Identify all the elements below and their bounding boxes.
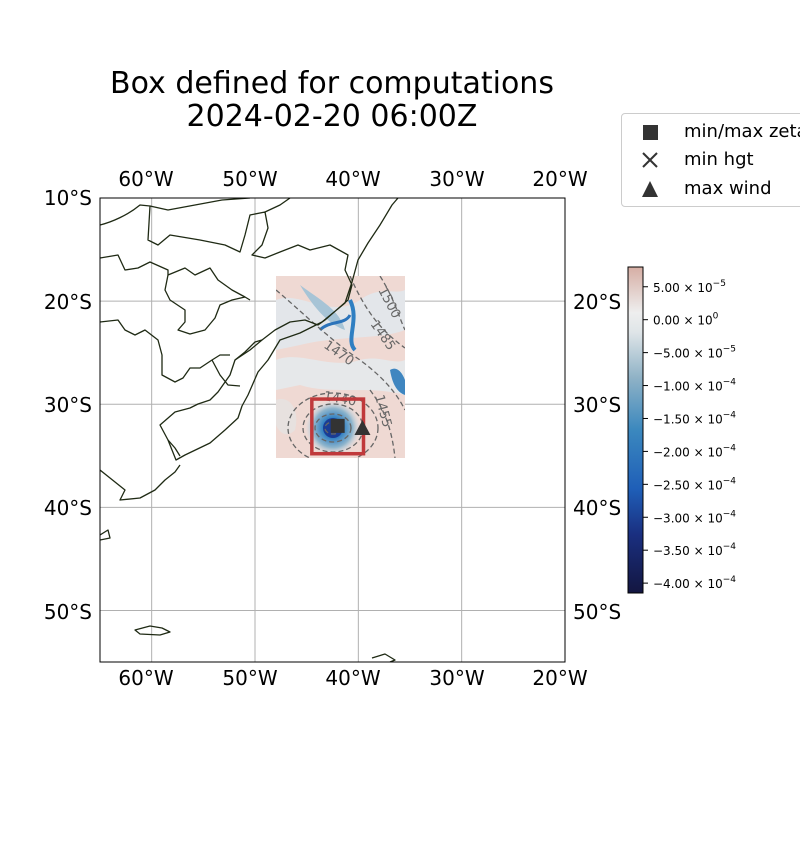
lon-label: 20°W — [532, 167, 587, 191]
lon-labels-bottom: 60°W 50°W 40°W 30°W 20°W — [118, 666, 587, 690]
legend-item-hgt: min hgt — [622, 149, 800, 175]
colorbar — [627, 266, 644, 594]
colorbar-tick-label: −2.50 × 10−4 — [653, 476, 736, 492]
min-max-zeta-marker — [330, 418, 345, 433]
lat-label: 40°S — [573, 496, 621, 520]
colorbar-tick-label: −1.00 × 10−4 — [653, 378, 736, 394]
colorbar-tick-label: −1.50 × 10−4 — [653, 410, 736, 426]
lon-label: 40°W — [325, 666, 380, 690]
vorticity-field — [276, 276, 405, 458]
lon-label: 30°W — [429, 666, 484, 690]
colorbar-tick-label: −5.00 × 10−5 — [653, 345, 736, 361]
x-icon — [640, 150, 660, 170]
colorbar-tick-label: 5.00 × 10−5 — [653, 279, 726, 295]
lat-label: 20°S — [573, 290, 621, 314]
colorbar-tick-label: −3.50 × 10−4 — [653, 542, 736, 558]
colorbar-tick-label: −3.00 × 10−4 — [653, 509, 736, 525]
lat-labels-right: 20°S 30°S 40°S 50°S — [573, 290, 621, 624]
colorbar-tick-label: 0.00 × 100 — [653, 312, 719, 328]
colorbar-tick-label: −2.00 × 10−4 — [653, 443, 736, 459]
map-subtitle-timestamp: 2024-02-20 06:00Z — [186, 99, 478, 134]
legend-item-zeta: min/max zeta — [622, 120, 800, 146]
lat-label: 50°S — [573, 600, 621, 624]
legend-label: min/max zeta — [684, 121, 800, 142]
lon-label: 50°W — [222, 666, 277, 690]
lon-label: 50°W — [222, 167, 277, 191]
lon-label: 60°W — [118, 666, 173, 690]
lon-label: 40°W — [325, 167, 380, 191]
lon-label: 30°W — [429, 167, 484, 191]
square-icon — [640, 123, 660, 143]
legend-label: min hgt — [684, 149, 754, 170]
lat-label: 30°S — [44, 393, 92, 417]
map-frame — [99, 197, 566, 663]
lat-label: 40°S — [44, 496, 92, 520]
lon-label: 60°W — [118, 167, 173, 191]
map-title: Box defined for computations — [110, 66, 554, 101]
legend-item-wind: max wind — [622, 178, 800, 204]
lon-labels-top: 60°W 50°W 40°W 30°W 20°W — [118, 167, 587, 191]
colorbar-ticks: 5.00 × 10−5 0.00 × 100 −5.00 × 10−5 −1.00 ×… — [643, 279, 736, 591]
legend-label: max wind — [684, 178, 772, 199]
legend: min/max zeta min hgt max wind — [621, 113, 800, 207]
lat-labels-left: 10°S 20°S 30°S 40°S 50°S — [44, 186, 92, 624]
colorbar-tick-label: −4.00 × 10−4 — [653, 575, 736, 591]
lat-label: 20°S — [44, 290, 92, 314]
max-wind-marker — [354, 419, 371, 435]
lat-label: 10°S — [44, 186, 92, 210]
triangle-icon — [640, 179, 660, 199]
lat-label: 50°S — [44, 600, 92, 624]
coastlines-borders — [100, 198, 399, 662]
lat-label: 30°S — [573, 393, 621, 417]
lon-label: 20°W — [532, 666, 587, 690]
